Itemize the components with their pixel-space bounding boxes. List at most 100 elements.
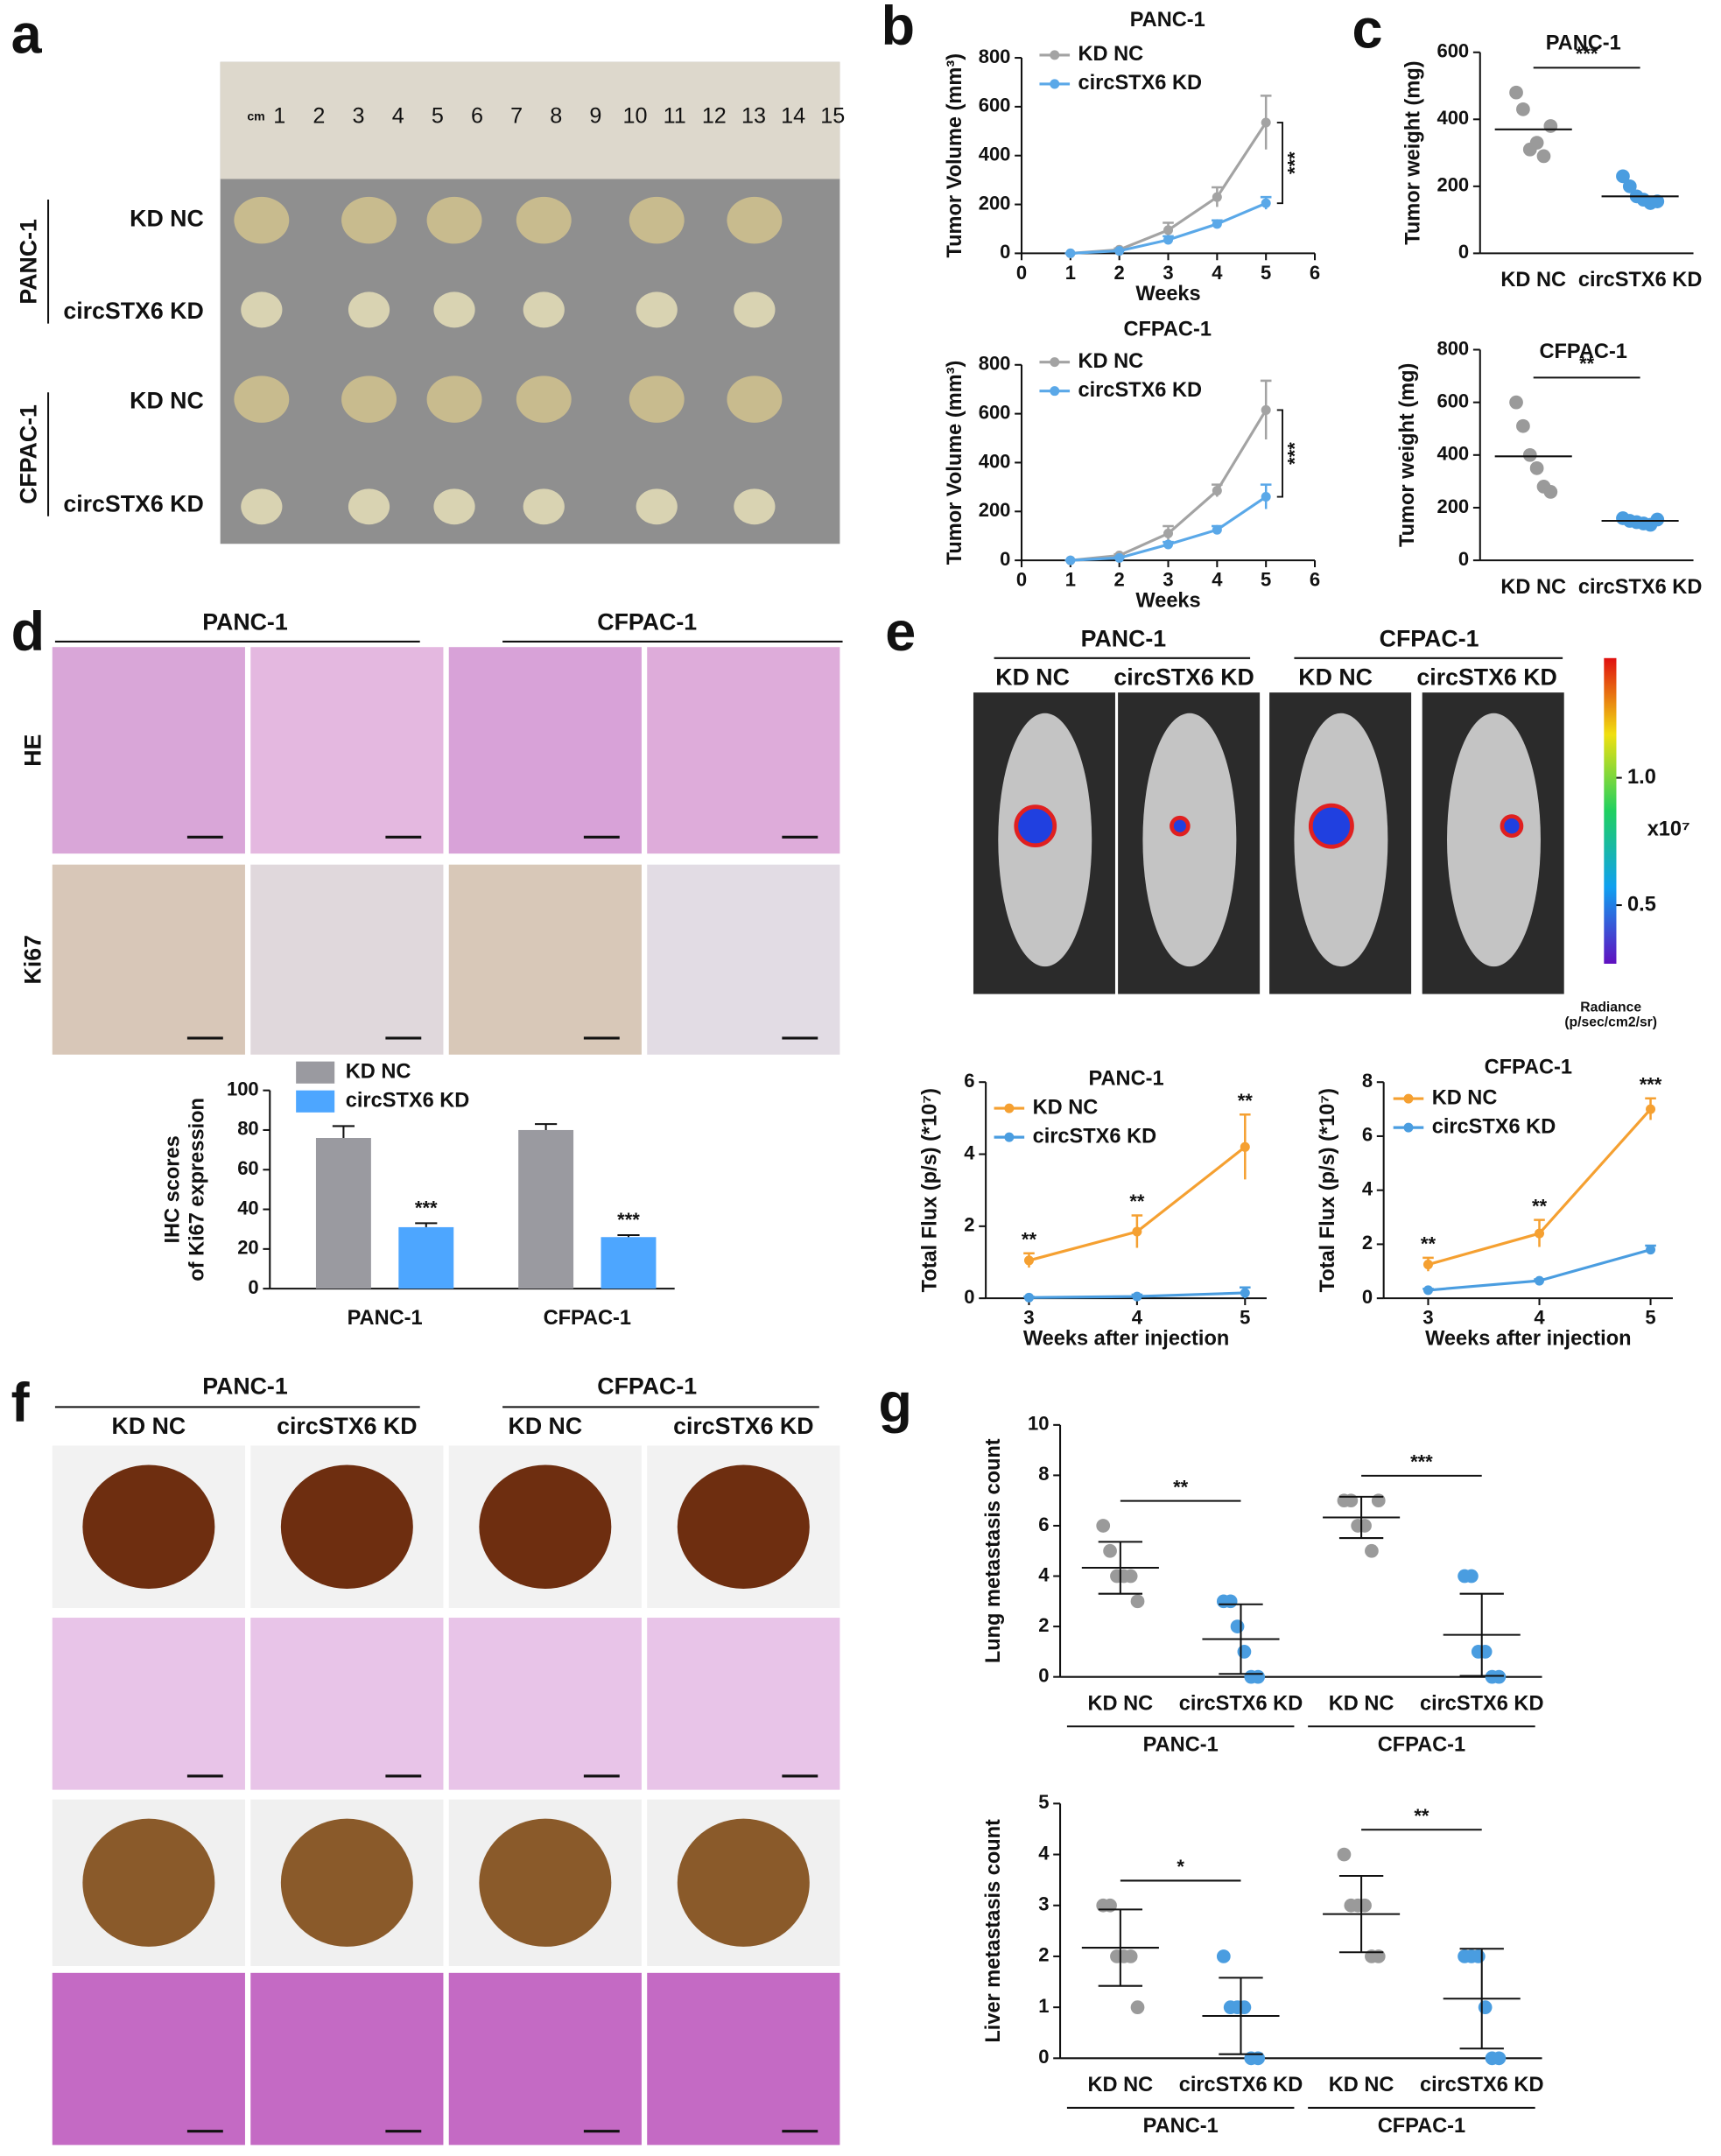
- data-point: [1529, 460, 1544, 475]
- data-point: [1212, 486, 1222, 496]
- data-point: [1344, 1493, 1359, 1508]
- data-point: [1522, 447, 1537, 462]
- bar: [398, 1226, 454, 1289]
- y-tick-label: 80: [237, 1118, 258, 1140]
- x-tick-label: 5: [1261, 262, 1271, 284]
- y-axis-label: Tumor weight (mg): [1401, 60, 1423, 244]
- panel-letter: e: [885, 601, 916, 663]
- column-label: circSTX6 KD: [1113, 664, 1254, 690]
- data-point: [1337, 1847, 1352, 1862]
- data-point: [1132, 1291, 1142, 1302]
- ruler-unit: cm: [247, 109, 264, 123]
- tumor: [426, 196, 482, 244]
- x-tick-label: 1: [1065, 262, 1076, 284]
- ruler-mark: 11: [664, 103, 686, 128]
- photograph: [647, 1618, 840, 1790]
- photograph: [250, 1972, 444, 2145]
- signal: [1014, 804, 1057, 848]
- significance-label: ***: [1410, 1451, 1433, 1473]
- legend-marker: [1004, 1103, 1015, 1113]
- data-point: [1163, 235, 1174, 245]
- column-label: circSTX6 KD: [277, 1413, 417, 1439]
- tumor: [734, 291, 776, 328]
- y-tick-label: 800: [1437, 337, 1469, 359]
- x-tick-label: KD NC: [1088, 2073, 1154, 2096]
- y-tick-label: 200: [1437, 174, 1469, 196]
- y-tick-label: 400: [1437, 107, 1469, 129]
- error-bar: [415, 1222, 438, 1227]
- ruler-mark: 14: [781, 103, 805, 128]
- bar: [315, 1138, 371, 1289]
- data-point: [1065, 248, 1076, 258]
- y-tick-label: 600: [1437, 40, 1469, 62]
- data-point: [1096, 1519, 1111, 1533]
- data-point: [1516, 418, 1530, 433]
- tumor: [234, 376, 290, 423]
- tumor: [516, 376, 572, 423]
- ruler-mark: 12: [702, 103, 727, 128]
- data-point: [1230, 1619, 1245, 1633]
- ruler-mark: 3: [353, 103, 365, 128]
- x-tick-label: circSTX6 KD: [1578, 268, 1703, 291]
- significance-label: ***: [617, 1209, 640, 1231]
- x-tick-label: 4: [1212, 262, 1223, 284]
- x-tick-label: KD NC: [1500, 575, 1566, 598]
- tumor: [348, 488, 390, 525]
- y-tick-label: 800: [979, 353, 1011, 375]
- data-point: [1358, 1519, 1372, 1533]
- legend-swatch: [296, 1061, 335, 1084]
- chart-title: CFPAC-1: [1539, 340, 1626, 362]
- legend-label: KD NC: [1033, 1095, 1099, 1118]
- data-point: [1223, 1594, 1238, 1609]
- y-tick-label: 0: [1458, 241, 1469, 263]
- tumor: [516, 196, 572, 244]
- x-tick-label: 4: [1534, 1307, 1545, 1329]
- x-tick-label: 3: [1422, 1307, 1433, 1329]
- significance-bracket: [1276, 122, 1284, 205]
- y-axis-label: Lung metastasis count: [981, 1438, 1004, 1663]
- significance-label: **: [1173, 1476, 1189, 1498]
- group-label: PANC-1: [1081, 625, 1167, 651]
- tumor: [636, 488, 678, 525]
- group-label: CFPAC-1: [597, 609, 697, 636]
- data-point: [1261, 198, 1271, 208]
- ruler-mark: 8: [550, 103, 562, 128]
- chart-title: PANC-1: [1130, 8, 1205, 31]
- y-tick-label: 4: [1362, 1177, 1373, 1199]
- data-point: [1616, 169, 1630, 184]
- micrograph: [647, 864, 840, 1055]
- x-tick-label: 5: [1261, 569, 1271, 591]
- data-point: [1123, 1569, 1138, 1584]
- mouse: [1142, 713, 1237, 967]
- significance-label: ***: [1284, 442, 1306, 465]
- chart-title: PANC-1: [1089, 1066, 1164, 1089]
- chart-title: CFPAC-1: [1485, 1056, 1572, 1078]
- data-point: [1371, 1493, 1386, 1508]
- y-tick-label: 8: [1038, 1463, 1049, 1485]
- legend-marker: [1050, 386, 1060, 397]
- column-label: KD NC: [112, 1413, 186, 1439]
- data-point: [1650, 194, 1665, 208]
- organ: [479, 1818, 612, 1947]
- data-point: [1023, 1292, 1034, 1303]
- data-point: [1543, 119, 1558, 133]
- y-tick-label: 10: [1028, 1413, 1049, 1435]
- tumor: [629, 196, 685, 244]
- photograph: [647, 1972, 840, 2145]
- colorbar-tick-label: 0.5: [1627, 892, 1656, 915]
- data-point: [1492, 1669, 1507, 1684]
- significance-label: **: [1579, 353, 1595, 375]
- group-label: CFPAC-1: [597, 1373, 697, 1399]
- colorbar: [1604, 657, 1617, 964]
- data-point: [1163, 225, 1174, 235]
- ruler-mark: 1: [273, 103, 285, 128]
- data-point: [1123, 1949, 1138, 1963]
- group-label: CFPAC-1: [1380, 625, 1479, 651]
- y-axis-label: Liver metastasis count: [981, 1819, 1004, 2043]
- data-point: [1212, 524, 1222, 535]
- data-point: [1478, 1645, 1493, 1659]
- x-tick-label: 4: [1132, 1307, 1143, 1329]
- y-tick-label: 8: [1362, 1070, 1373, 1092]
- legend-marker: [1403, 1122, 1414, 1133]
